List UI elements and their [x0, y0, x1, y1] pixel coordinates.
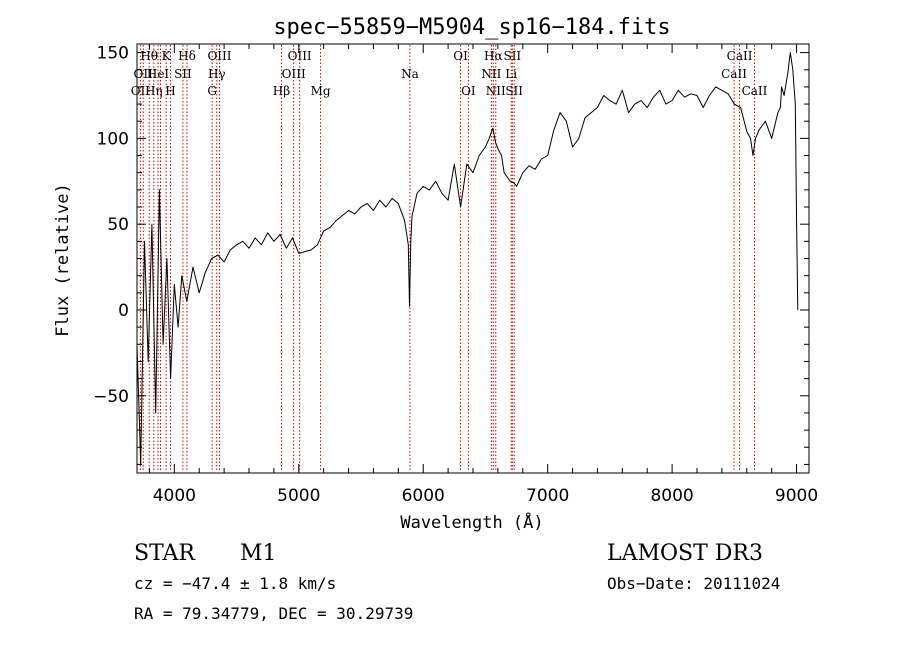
survey-name: LAMOST DR3: [607, 541, 763, 566]
redshift-cz: cz = −47.4 ± 1.8 km/s: [134, 574, 336, 593]
y-tick-label: −50: [93, 387, 129, 407]
line-marker-labels: OII OII Hθ Hη HeI K H SII Hδ G Hγ OIII Hβ OIII OIII Mg N…: [131, 49, 768, 98]
line-marker-label: Hβ: [273, 84, 290, 98]
line-marker-label: OI: [453, 49, 468, 63]
y-tick-label: 100: [97, 129, 129, 149]
line-marker-label: OII: [134, 67, 154, 81]
line-marker-label: Hθ: [140, 49, 158, 63]
chart-title: spec−55859−M5904_sp16−184.fits: [273, 15, 670, 40]
plot-frame: [136, 43, 810, 474]
y-axis-ticks: −50 0 50 100 150: [93, 44, 809, 465]
x-tick-label: 8000: [650, 486, 693, 506]
series-group: [136, 52, 799, 465]
line-marker-label: OI: [461, 84, 476, 98]
line-marker-label: CaII: [742, 84, 768, 98]
object-subclass: M1: [240, 541, 277, 566]
line-marker-label: OII: [131, 84, 151, 98]
x-tick-label: 7000: [526, 486, 569, 506]
x-tick-label: 4000: [153, 486, 196, 506]
obs-date: Obs−Date: 20111024: [607, 574, 780, 593]
line-marker-label: K: [162, 49, 172, 63]
line-marker-label: SII: [174, 67, 192, 81]
line-marker-label: CaII: [727, 49, 753, 63]
line-marker-label: Na: [401, 67, 419, 81]
x-tick-label: 5000: [277, 486, 320, 506]
line-marker-label: SII: [503, 49, 521, 63]
line-marker-label: G: [207, 84, 217, 98]
line-marker-label: Hδ: [178, 49, 196, 63]
line-marker-label: OIII: [288, 49, 312, 63]
line-marker-label: Hγ: [208, 67, 226, 81]
line-marker-label: H: [165, 84, 175, 98]
x-axis-label: Wavelength (Å): [400, 511, 543, 533]
line-marker-label: Hα: [484, 49, 503, 63]
line-marker-label: Hη: [145, 84, 163, 98]
line-marker-label: OIII: [207, 49, 231, 63]
object-class: STAR: [134, 541, 196, 566]
line-marker-label: Li: [505, 67, 517, 81]
x-tick-label: 9000: [775, 486, 818, 506]
spectrum-line: [136, 52, 799, 465]
x-tick-label: 6000: [402, 486, 445, 506]
line-marker-label: SII: [505, 84, 523, 98]
line-marker-label: Mg: [311, 84, 331, 98]
line-markers: [139, 45, 755, 472]
y-axis-label: Flux (relative): [53, 183, 73, 337]
line-marker-label: OIII: [282, 67, 306, 81]
line-marker-label: NII: [481, 67, 501, 81]
line-marker-label: HeI: [147, 67, 170, 81]
y-tick-label: 0: [118, 301, 129, 321]
y-tick-label: 150: [97, 44, 129, 64]
x-axis-ticks: 4000 5000 6000 7000 8000 9000: [148, 44, 818, 506]
line-marker-label: NII: [486, 84, 506, 98]
coordinates: RA = 79.34779, DEC = 30.29739: [134, 604, 413, 623]
line-marker-label: CaII: [721, 67, 747, 81]
y-tick-label: 50: [107, 215, 129, 235]
